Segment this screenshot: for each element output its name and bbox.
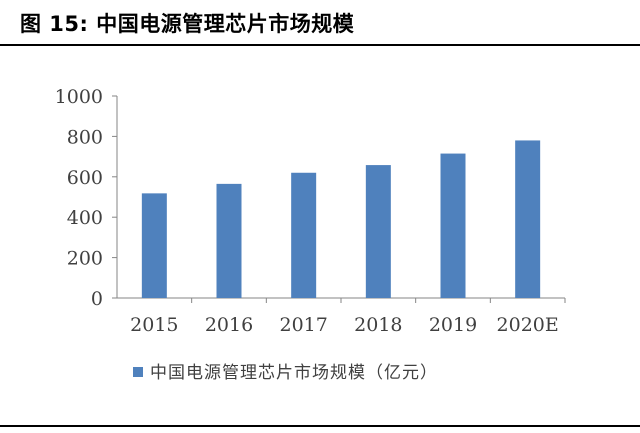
bar	[515, 140, 541, 298]
bar	[440, 153, 466, 298]
figure-header: 图 15: 中国电源管理芯片市场规模	[0, 0, 640, 48]
x-tick-label: 2019	[429, 314, 477, 336]
figure-label: 图 15:	[20, 12, 89, 36]
y-tick-label: 400	[67, 207, 103, 229]
legend-swatch	[133, 367, 143, 377]
legend-label: 中国电源管理芯片市场规模（亿元）	[150, 363, 438, 383]
bar	[291, 172, 317, 298]
header-rule	[0, 44, 640, 46]
x-tick-label: 2020E	[497, 314, 559, 336]
x-tick-label: 2018	[354, 314, 402, 336]
y-tick-label: 200	[67, 248, 103, 270]
figure-title-text: 中国电源管理芯片市场规模	[96, 12, 355, 36]
bar	[365, 165, 391, 298]
x-tick-label: 2017	[279, 314, 327, 336]
y-tick-label: 800	[67, 126, 103, 148]
y-tick-label: 600	[67, 167, 103, 189]
x-tick-label: 2015	[130, 314, 178, 336]
bar	[141, 193, 167, 298]
y-tick-label: 1000	[55, 86, 103, 108]
figure-title: 图 15: 中国电源管理芯片市场规模	[20, 8, 354, 38]
bar	[216, 183, 242, 298]
y-tick-label: 0	[91, 288, 103, 310]
x-tick-label: 2016	[205, 314, 253, 336]
footer-rule	[0, 425, 640, 427]
